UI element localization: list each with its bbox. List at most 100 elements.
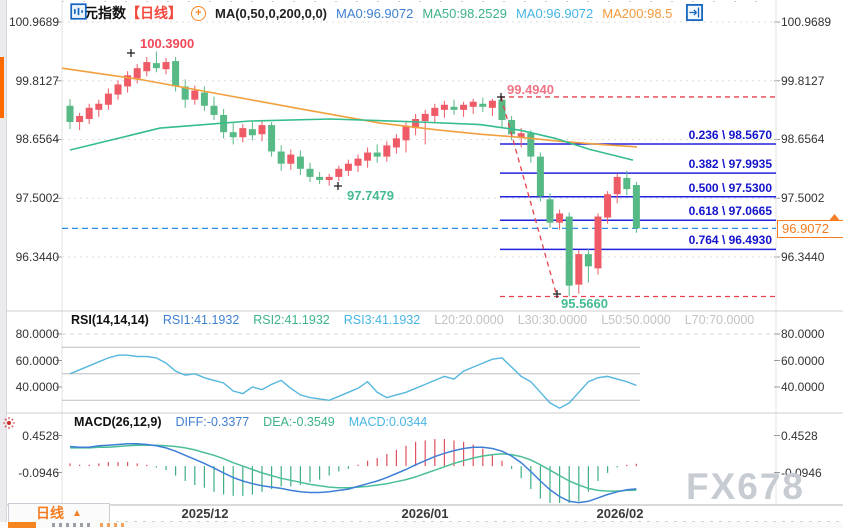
rsi-axis-label-right: 60.0000 [781,353,825,368]
candle [450,106,458,110]
timeframe-button[interactable]: 日线 ▲ [8,503,110,523]
candle [239,128,247,138]
scroll-to-end-icon[interactable] [686,4,703,21]
candle [632,185,640,229]
rsi-axis-label-right: 80.0000 [781,327,825,341]
price-axis-label-left: 97.5002 [15,191,59,206]
candle [114,84,122,95]
candle [565,216,573,286]
ma-settings-label: MA(0,50,0,200,0,0) [215,5,328,21]
candle [479,103,487,107]
candle [104,93,112,105]
candle [258,125,266,135]
candle [287,154,295,164]
annotation-swing-high: 99.4940 [507,82,554,97]
macd-header: MACD(26,12,9) DIFF:-0.3377 DEA:-0.3549 M… [74,415,427,429]
candle [335,168,343,177]
candle [373,152,381,157]
candle [152,63,160,69]
price-axis-label-left: 98.6564 [15,132,59,147]
fib-label-2: 0.500 \ 97.5300 [688,180,772,195]
candle [392,138,400,148]
time-axis-label-0: 2025/12 [181,506,229,521]
candle [498,99,506,121]
rsi-l50: L50:50.0000 [601,313,671,327]
candle [277,151,285,164]
candle [604,194,612,218]
candle [229,132,237,138]
candle [623,177,631,190]
fib-label-4: 0.764 \ 96.4930 [688,233,772,248]
candle [575,254,583,285]
rsi-l70: L70:70.0000 [684,313,755,327]
candle [325,176,333,180]
time-axis-label-1: 2026/01 [401,506,449,521]
candle [440,104,448,110]
macd-dea-value: DEA:-0.3549 [263,415,335,429]
fib-label-3: 0.618 \ 97.0665 [688,204,772,219]
ma200-value: MA200:98.5 [602,5,673,21]
price-axis-label-right: 99.8127 [781,73,825,88]
rsi1-value: RSI1:41.1932 [162,313,240,327]
candle [402,126,410,141]
rsi3-value: RSI3:41.1932 [343,313,421,327]
rsi-axis-label-left: 60.0000 [15,353,59,368]
macd-axis-label-right: 0.4528 [781,428,818,443]
candle [248,129,256,136]
candle [508,120,516,135]
candle [536,156,544,197]
time-axis-label-2: 2026/02 [596,506,644,521]
macd-axis-label-left: -0.0946 [18,465,59,480]
candle [85,107,93,119]
candle [133,68,141,79]
annotation-pullback-low: 97.7479 [347,188,394,203]
bottom-strip-gray-dashes [52,523,94,527]
candle [517,133,525,138]
rsi2-value: RSI2:41.1932 [253,313,330,327]
price-axis-label-left: 99.8127 [15,73,59,88]
price-axis-label-right: 98.6564 [781,132,825,147]
add-indicator-icon[interactable]: + [191,5,206,21]
macd-name: MACD(26,12,9) [74,415,162,429]
chart-type-icon[interactable] [70,3,87,20]
candle [124,75,132,87]
candle [181,86,189,100]
macd-axis-label-left: 0.4528 [22,428,59,443]
bottom-cutoff-strip [0,522,843,528]
candle [76,115,84,123]
indicator-settings-icon[interactable] [2,416,16,430]
macd-diff-value: DIFF:-0.3377 [175,415,250,429]
ma0b-value: MA0:96.9072 [515,5,594,21]
candle [172,61,180,87]
candle [162,62,170,70]
candle [200,92,208,106]
timeframe-label: 【日线】 [126,5,182,21]
candle [488,100,496,108]
rsi-axis-label-right: 40.0000 [781,380,825,394]
fib-label-1: 0.382 \ 97.9935 [688,157,772,172]
chart-header: 美元指数 【日线】 + MA(0,50,0,200,0,0) MA0:96.90… [70,3,672,23]
candle [344,163,352,171]
chevron-up-icon: ▲ [72,507,82,519]
candle [66,105,74,123]
candle [412,118,420,129]
rsi-axis-label-left: 40.0000 [15,380,59,394]
candle [383,145,391,157]
timeframe-button-label: 日线 [36,505,65,521]
candle [364,152,372,161]
candle [316,176,324,180]
bottom-strip-orange-block [8,522,36,528]
rsi-l20: L20:20.0000 [434,313,504,327]
left-scrollbar-thumb[interactable] [0,57,4,118]
candle [460,104,468,110]
macd-axis-label-right: -0.0946 [781,465,822,480]
rsi-name: RSI(14,14,14) [71,313,149,327]
candle [527,133,535,157]
price-axis-label-left: 96.3440 [15,249,59,264]
candle [546,199,554,223]
left-scrollbar[interactable] [0,0,7,528]
candle [143,62,151,72]
macd-value: MACD:0.0344 [348,415,428,429]
